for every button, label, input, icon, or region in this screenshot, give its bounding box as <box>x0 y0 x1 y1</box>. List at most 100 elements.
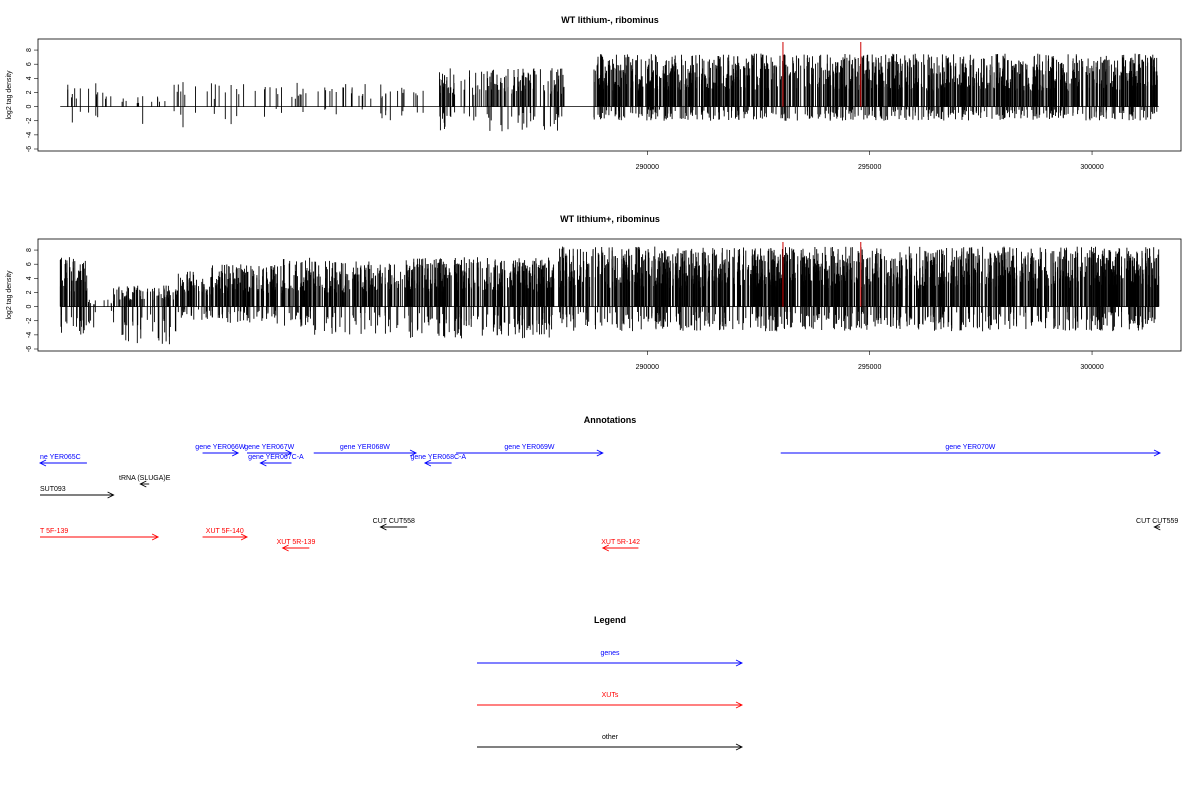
y-tick-label: 0 <box>26 305 33 309</box>
feature-arrowhead <box>151 533 160 541</box>
y-tick-label: 8 <box>26 48 33 52</box>
feature-label: gene YER068W <box>340 444 390 451</box>
y-tick-label: -4 <box>26 332 33 338</box>
y-tick-label: 6 <box>26 262 33 266</box>
x-tick-label: 295000 <box>858 164 881 171</box>
y-tick-label: 4 <box>26 276 33 280</box>
region-markers <box>782 42 862 107</box>
annotation-feature: gene YER068W <box>313 444 418 457</box>
feature-label: gene YER070W <box>945 444 995 451</box>
y-tick-label: 0 <box>26 105 33 109</box>
x-tick-label: 295000 <box>858 364 881 371</box>
legend-label: other <box>602 734 619 741</box>
legend-label: XUTs <box>602 692 619 699</box>
legend-title: Legend <box>594 615 626 625</box>
feature-arrowhead <box>601 544 610 552</box>
x-axis: 290000 295000 300000 <box>636 151 1104 171</box>
legend-entries: genes XUTs other <box>477 650 744 751</box>
annotation-feature: gene YER066W <box>195 444 246 457</box>
x-axis: 290000 295000 300000 <box>636 351 1104 371</box>
y-tick-label: -4 <box>26 132 33 138</box>
feature-arrowhead <box>139 480 147 488</box>
feature-label: gene YER067C-A <box>248 454 304 461</box>
x-tick-label: 290000 <box>636 164 659 171</box>
feature-label: CUT CUT559 <box>1136 518 1178 525</box>
feature-arrowhead <box>107 491 115 499</box>
annotation-feature: tRNA (SLUGA)E <box>119 475 171 488</box>
feature-label: ne YER065C <box>40 454 81 461</box>
region-markers <box>782 242 862 307</box>
track-lithium-plus: WT lithium+, ribominus log2 tag density … <box>6 214 1182 371</box>
y-tick-label: -6 <box>26 146 33 152</box>
feature-label: gene YER069W <box>504 444 554 451</box>
annotation-feature: CUT CUT558 <box>373 518 415 531</box>
annotation-feature: XUT 5R-142 <box>601 539 640 552</box>
annotation-feature: gene YER067W <box>244 444 295 457</box>
feature-label: XUT 5R-139 <box>277 539 316 546</box>
y-tick-label: 2 <box>26 290 33 294</box>
feature-label: tRNA (SLUGA)E <box>119 475 171 482</box>
annotation-feature: SUT093 <box>40 486 115 499</box>
track-lithium-minus: WT lithium-, ribominus log2 tag density … <box>6 15 1182 171</box>
feature-label: XUT 5F-140 <box>206 528 244 535</box>
feature-arrowhead <box>285 449 293 457</box>
track-title: WT lithium+, ribominus <box>560 214 660 224</box>
y-axis-label: log2 tag density <box>6 70 13 120</box>
annotations-title: Annotations <box>584 415 637 425</box>
legend-entry: other <box>477 734 744 751</box>
feature-label: gene YER068C-A <box>411 454 467 461</box>
y-tick-label: -2 <box>26 318 33 324</box>
feature-arrowhead <box>409 449 418 457</box>
feature-label: gene YER067W <box>244 444 294 451</box>
y-tick-label: 4 <box>26 76 33 80</box>
feature-label: SUT093 <box>40 486 66 493</box>
feature-label: XUT 5R-142 <box>601 539 640 546</box>
y-tick-label: 8 <box>26 248 33 252</box>
y-tick-label: 2 <box>26 90 33 94</box>
feature-arrowhead <box>38 459 47 467</box>
annotation-feature: gene YER069W <box>456 444 604 457</box>
feature-arrowhead <box>281 544 289 552</box>
annotation-feature: T 5F-139 <box>40 528 160 541</box>
annotation-feature: XUT 5F-140 <box>202 528 249 541</box>
y-tick-label: -2 <box>26 118 33 124</box>
feature-label: CUT CUT558 <box>373 518 415 525</box>
legend-entry: genes <box>477 650 744 667</box>
feature-arrowhead <box>735 701 744 709</box>
legend-entry: XUTs <box>477 692 744 709</box>
feature-label: gene YER066W <box>195 444 245 451</box>
x-tick-label: 290000 <box>636 364 659 371</box>
legend: Legend genes XUTs other <box>477 615 744 751</box>
feature-arrowhead <box>423 459 432 467</box>
feature-arrowhead <box>259 459 267 467</box>
feature-label: T 5F-139 <box>40 528 68 535</box>
y-tick-label: -6 <box>26 346 33 352</box>
x-tick-label: 300000 <box>1080 364 1103 371</box>
y-axis: -6 -4 -2 0 2 4 6 8 <box>26 48 38 152</box>
feature-arrowhead <box>596 449 604 457</box>
annotation-feature: gene YER067C-A <box>248 454 304 467</box>
y-tick-label: 6 <box>26 62 33 66</box>
annotation-feature: gene YER068C-A <box>411 454 467 467</box>
legend-label: genes <box>600 650 620 657</box>
feature-arrowhead <box>735 743 744 751</box>
feature-arrowhead <box>735 659 744 667</box>
feature-arrowhead <box>1153 523 1161 531</box>
annotation-feature: gene YER070W <box>780 444 1162 457</box>
plot-frame <box>37 38 1182 152</box>
annotation-feature: CUT CUT559 <box>1136 518 1178 531</box>
feature-arrowhead <box>379 523 387 531</box>
feature-arrowhead <box>1153 449 1162 457</box>
annotation-feature: ne YER065C <box>38 454 87 467</box>
feature-arrowhead <box>231 449 240 457</box>
track-title: WT lithium-, ribominus <box>561 15 659 25</box>
density-bars <box>60 53 1159 132</box>
x-tick-label: 300000 <box>1080 164 1103 171</box>
feature-arrowhead <box>240 533 249 541</box>
plot-frame <box>37 238 1182 352</box>
y-axis-label: log2 tag density <box>6 270 13 320</box>
density-bars <box>59 246 1160 345</box>
